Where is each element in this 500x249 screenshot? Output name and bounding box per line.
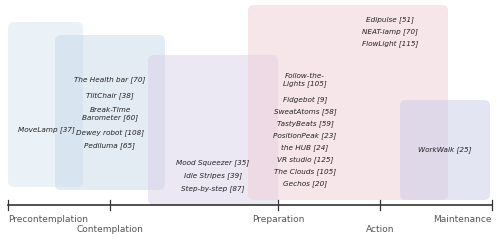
Text: Dewey robot [108]: Dewey robot [108] [76, 129, 144, 136]
FancyBboxPatch shape [148, 55, 278, 205]
Text: TiltChair [38]: TiltChair [38] [86, 93, 134, 99]
FancyBboxPatch shape [55, 35, 165, 190]
FancyBboxPatch shape [400, 100, 490, 200]
FancyBboxPatch shape [8, 22, 83, 187]
Text: Follow-the-
Lights [105]: Follow-the- Lights [105] [283, 73, 327, 87]
Text: Mood Squeezer [35]: Mood Squeezer [35] [176, 160, 250, 166]
Text: Step-by-step [87]: Step-by-step [87] [181, 186, 245, 192]
Text: MoveLamp [37]: MoveLamp [37] [18, 127, 74, 133]
Text: VR studio [125]: VR studio [125] [277, 157, 333, 163]
Text: Maintenance: Maintenance [434, 215, 492, 224]
Text: Break-Time
Barometer [60]: Break-Time Barometer [60] [82, 107, 138, 121]
Text: FlowLight [115]: FlowLight [115] [362, 41, 418, 47]
Text: NEAT-lamp [70]: NEAT-lamp [70] [362, 29, 418, 35]
Text: Gechos [20]: Gechos [20] [283, 181, 327, 187]
Text: Action: Action [366, 225, 394, 234]
Text: TastyBeats [59]: TastyBeats [59] [276, 121, 334, 127]
Text: Edipulse [51]: Edipulse [51] [366, 17, 414, 23]
Text: SweatAtoms [58]: SweatAtoms [58] [274, 109, 336, 116]
Text: Preparation: Preparation [252, 215, 304, 224]
Text: Fidgebot [9]: Fidgebot [9] [283, 97, 327, 103]
Text: Idle Stripes [39]: Idle Stripes [39] [184, 173, 242, 180]
Text: Pediluma [65]: Pediluma [65] [84, 143, 136, 149]
Text: Precontemplation: Precontemplation [8, 215, 88, 224]
Text: The Health bar [70]: The Health bar [70] [74, 77, 146, 83]
Text: the HUB [24]: the HUB [24] [282, 145, 329, 151]
Text: WorkWalk [25]: WorkWalk [25] [418, 147, 472, 153]
FancyBboxPatch shape [248, 5, 448, 200]
Text: Contemplation: Contemplation [76, 225, 144, 234]
Text: PositionPeak [23]: PositionPeak [23] [274, 132, 336, 139]
Text: The Clouds [105]: The Clouds [105] [274, 169, 336, 175]
